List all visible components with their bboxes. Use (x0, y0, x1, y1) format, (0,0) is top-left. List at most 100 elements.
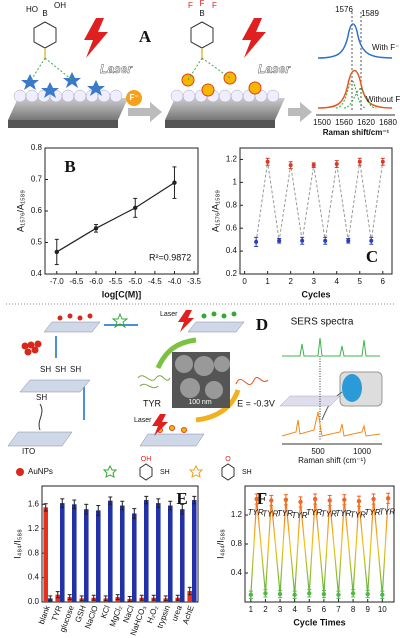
x-tick-label: -6.0 (89, 277, 103, 286)
annotation: TYR (262, 510, 278, 519)
benzene (221, 463, 235, 481)
star (188, 464, 204, 478)
electrode (19, 379, 91, 393)
spheres (170, 89, 280, 103)
lightning (84, 18, 108, 58)
data-point (350, 591, 356, 596)
ion-label: F⁻ (129, 93, 138, 102)
x-tick-label: 1 (265, 277, 270, 286)
error-bar (144, 495, 149, 505)
raman-inset: 1576 1589 With F⁻ Without F⁻ 1500 1560 1… (313, 5, 400, 137)
data-point (334, 162, 339, 167)
molecule-label: B (42, 9, 47, 18)
y-axis-title: A₁₅₇₆/A₁₅₈₉ (15, 190, 25, 232)
panel-a: HO B OH Laser A F⁻ F B F F Laser 1576 15… (8, 0, 400, 137)
y-tick-label: 0.2 (226, 269, 238, 278)
bar (55, 594, 60, 602)
chart: 0.40.50.60.70.8-7.0 -6.5 -6.0 -5.5 -5.0 -4.5-… (15, 143, 201, 299)
data-point (380, 592, 385, 597)
benzene (33, 21, 57, 49)
data-point (307, 591, 312, 596)
y-axis-title: A₁₅₇₆/A₁₅₈₉ (210, 190, 220, 232)
bar (108, 500, 113, 602)
data-point (269, 498, 274, 503)
molecule-label: OH (54, 1, 66, 10)
annotation: TYR (292, 511, 308, 520)
lightning (152, 414, 168, 436)
protein (137, 375, 171, 389)
curved-arrow (195, 389, 241, 423)
x-tick-label: 1 (249, 605, 254, 614)
ion-circle (126, 90, 142, 106)
substrate-edge (8, 120, 118, 128)
x-axis-title: log[C(M)] (102, 289, 141, 299)
data-point (93, 226, 99, 231)
substrate (8, 98, 128, 120)
potential-label: E = -0.3V (237, 398, 275, 408)
data-point (172, 180, 177, 185)
thiol-label: SH (40, 365, 51, 374)
sample (279, 395, 341, 407)
error-bar (132, 508, 137, 519)
spectrum-without (317, 69, 393, 109)
y-tick-label: 0.7 (31, 175, 43, 184)
spectra-tick-label: 1000 (353, 447, 371, 456)
panel-label: A (139, 27, 152, 46)
x-tick-label: 6 (322, 605, 327, 614)
data-point (385, 496, 391, 501)
x-tick-label: -5.0 (128, 277, 142, 286)
annotation: R²=0.9872 (149, 252, 191, 262)
chart: 0.4 0.8 1.2 1 2 3 4 5 6 7 8 9 10 F Cycle Times I₄₈₄/I₅₈… (215, 485, 395, 627)
annotation: TYR (321, 510, 337, 519)
molecule-label: B (199, 9, 204, 18)
spectrum-label: With F⁻ (372, 43, 399, 52)
y-tick-label: 1.2 (231, 510, 243, 519)
bar (132, 513, 137, 602)
error-bar (139, 594, 144, 601)
x-tick-label: 5 (358, 277, 363, 286)
arrow (288, 102, 312, 122)
annotation: TYR (365, 508, 381, 517)
structure-label: SH (160, 469, 170, 476)
gold-particles (21, 340, 42, 356)
y-tick-label: 0.8 (226, 200, 238, 209)
molecule (38, 403, 43, 431)
x-tick-label: -3.5 (187, 277, 201, 286)
data-point (277, 238, 282, 243)
data-point (292, 592, 297, 597)
laser-label: Laser (258, 62, 291, 76)
x-tick-label: KCl (99, 604, 112, 619)
structure-label: O (225, 456, 231, 463)
panel-d: ITO SH SH SH SH Laser D 100 nm TYR E = -… (7, 310, 383, 465)
bar (144, 500, 149, 602)
y-axis-title: I₄₈₄/I₅₈₈ (12, 529, 22, 559)
error-bar (43, 503, 48, 512)
y-tick-label: 1.2 (226, 155, 238, 164)
peak-label: 1589 (361, 9, 379, 18)
spectrum-orange (281, 411, 381, 437)
y-tick-label: 0.8 (231, 539, 243, 548)
x-tick-label: 0 (242, 277, 247, 286)
labelled-particles (157, 425, 187, 433)
y-tick-label: 0.4 (231, 568, 243, 577)
data-point (336, 592, 341, 597)
data-point (365, 591, 370, 597)
legend-swatch (16, 468, 24, 476)
molecule-label: F (212, 1, 217, 10)
data-point (346, 238, 351, 243)
lightning (242, 18, 266, 58)
spectra-axis-title: Raman shift (cm⁻¹) (298, 456, 366, 465)
error-bar (79, 595, 84, 602)
y-tick-label: 1.2 (28, 524, 40, 533)
structure-label: OH (141, 456, 152, 463)
y-tick-label: 0.6 (31, 206, 43, 215)
y-tick-label: 0.4 (28, 573, 40, 582)
bar (168, 505, 173, 602)
data-point (54, 249, 59, 255)
y-tick-label: 1.6 (28, 499, 40, 508)
thiol-label: SH (70, 365, 81, 374)
molecule-label: HO (26, 5, 38, 14)
error-bar (103, 595, 108, 602)
connector-line (255, 161, 384, 242)
